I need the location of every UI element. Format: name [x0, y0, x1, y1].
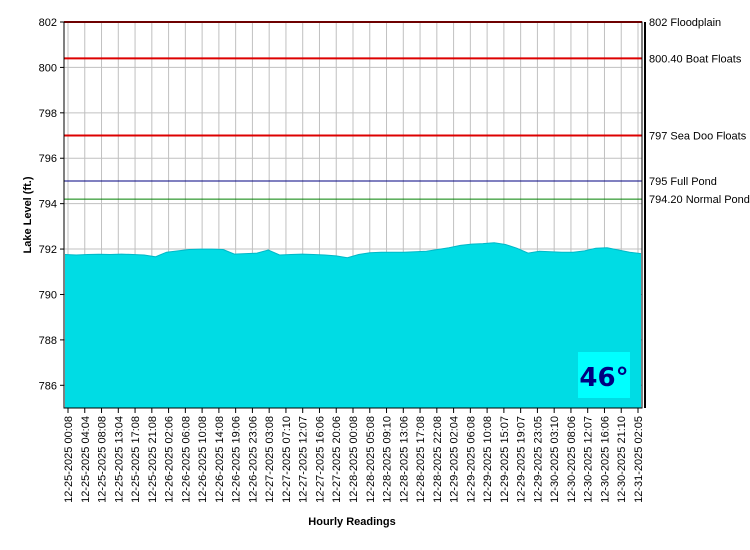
x-tick-label: 12-28-2025 22:08 — [432, 416, 444, 503]
x-tick-label: 12-28-2025 13:06 — [398, 416, 410, 503]
y-tick-label: 800 — [39, 62, 57, 74]
x-tick-label: 12-28-2025 05:08 — [365, 416, 377, 503]
x-tick-label: 12-28-2025 17:08 — [415, 416, 427, 503]
y-tick-label: 794 — [39, 199, 57, 211]
reference-line-label: 802 Floodplain — [649, 17, 721, 29]
x-tick-label: 12-28-2025 00:08 — [348, 416, 360, 503]
x-tick-label: 12-29-2025 10:08 — [482, 416, 494, 503]
x-tick-label: 12-29-2025 02:04 — [449, 416, 461, 503]
x-tick-label: 12-29-2025 23:05 — [532, 416, 544, 503]
y-tick-label: 790 — [39, 289, 57, 301]
x-tick-label: 12-30-2025 12:07 — [583, 416, 595, 503]
x-tick-label: 12-26-2025 06:08 — [180, 416, 192, 503]
level-area — [64, 242, 642, 408]
x-tick-label: 12-26-2025 14:08 — [214, 416, 226, 503]
x-tick-label: 12-27-2025 07:10 — [281, 416, 293, 503]
x-tick-label: 12-26-2025 02:06 — [164, 416, 176, 503]
x-tick-label: 12-25-2025 00:08 — [63, 416, 75, 503]
x-tick-label: 12-27-2025 20:06 — [331, 416, 343, 503]
y-tick-label: 802 — [39, 17, 57, 29]
temperature-value: 46° — [579, 363, 628, 393]
level-area-fill — [65, 242, 641, 408]
x-tick-label: 12-25-2025 08:08 — [97, 416, 109, 503]
x-tick-label: 12-29-2025 19:07 — [516, 416, 528, 503]
y-tick-label: 792 — [39, 244, 57, 256]
level-line — [64, 242, 642, 259]
y-tick-label: 786 — [39, 380, 57, 392]
y-tick-label: 788 — [39, 335, 57, 347]
x-tick-label: 12-25-2025 13:04 — [113, 416, 125, 503]
x-tick-label: 12-27-2025 03:08 — [264, 416, 276, 503]
x-tick-label: 12-25-2025 21:08 — [147, 416, 159, 503]
x-tick-label: 12-25-2025 04:04 — [80, 416, 92, 503]
reference-line-label: 800.40 Boat Floats — [649, 53, 742, 65]
x-tick-label: 12-26-2025 19:06 — [231, 416, 243, 503]
x-tick-label: 12-28-2025 09:10 — [382, 416, 394, 503]
x-tick-label: 12-31-2025 02:05 — [633, 416, 645, 503]
x-tick-label: 12-29-2025 15:07 — [499, 416, 511, 503]
x-tick-label: 12-27-2025 12:07 — [298, 416, 310, 503]
reference-line-label: 795 Full Pond — [649, 176, 717, 188]
x-tick-label: 12-30-2025 03:10 — [549, 416, 561, 503]
x-tick-label: 12-26-2025 10:08 — [197, 416, 209, 503]
x-axis-title: Hourly Readings — [308, 516, 395, 528]
y-axis-ticks: 786 788 790 792 794 796 798 800 802 — [39, 17, 64, 392]
x-tick-label: 12-26-2025 23:06 — [247, 416, 259, 503]
temperature-badge: 46° — [578, 352, 630, 398]
y-tick-label: 796 — [39, 153, 57, 165]
x-tick-label: 12-25-2025 17:08 — [130, 416, 142, 503]
x-tick-label: 12-29-2025 06:08 — [465, 416, 477, 503]
x-tick-label: 12-30-2025 08:06 — [566, 416, 578, 503]
temperature-badge-bg — [578, 352, 630, 398]
x-tick-label: 12-30-2025 16:06 — [599, 416, 611, 503]
x-axis-ticks: 12-25-2025 00:08 12-25-2025 04:04 12-25-20… — [63, 408, 645, 503]
x-tick-label: 12-27-2025 16:06 — [314, 416, 326, 503]
reference-line-label: 794.20 Normal Pond — [649, 194, 750, 206]
reference-line-label: 797 Sea Doo Floats — [649, 131, 747, 143]
y-tick-label: 798 — [39, 108, 57, 120]
y-axis-title: Lake Level (ft.) — [22, 176, 34, 253]
x-tick-label: 12-30-2025 21:10 — [616, 416, 628, 503]
